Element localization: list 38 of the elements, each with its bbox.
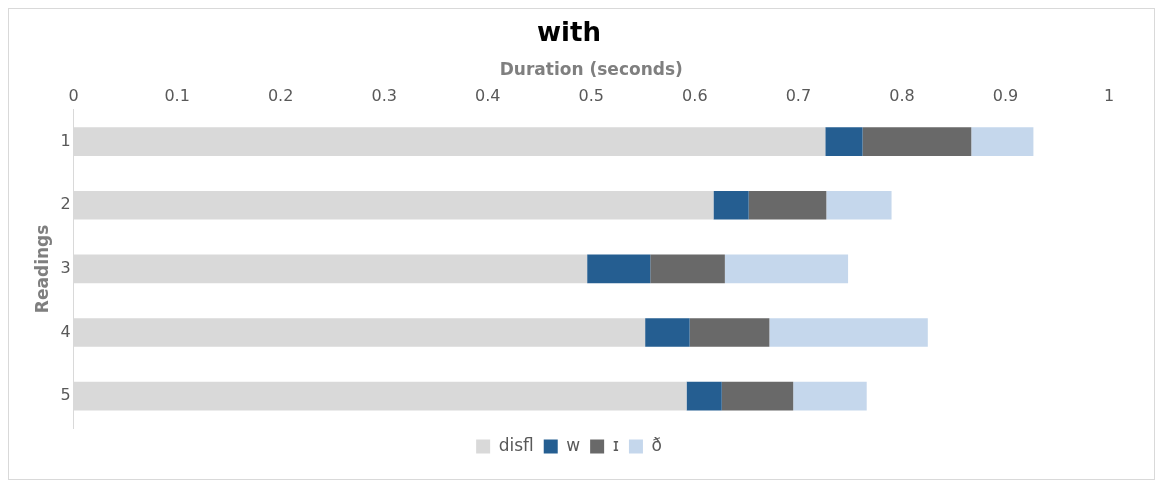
x-tick-label: 0.9 — [992, 86, 1019, 106]
bar — [724, 254, 849, 284]
chart-title: with — [537, 17, 601, 48]
legend-label: disfl — [498, 434, 534, 455]
bar — [748, 190, 827, 220]
x-tick-label: 0.8 — [889, 86, 915, 106]
x-tick-label: 0 — [68, 86, 79, 106]
y-tick-label: 2 — [60, 194, 71, 214]
bar — [826, 190, 892, 220]
bar — [689, 318, 770, 347]
y-axis-title: Readings — [31, 224, 52, 314]
x-tick-label: 0.6 — [682, 86, 708, 106]
bar — [713, 190, 749, 220]
legend-label: ɪ — [612, 434, 619, 455]
x-tick-label: 0.4 — [475, 86, 501, 106]
bar — [769, 318, 928, 347]
bar — [721, 381, 794, 411]
x-tick-label: 0.3 — [371, 86, 397, 106]
bar — [825, 127, 863, 156]
bar — [971, 127, 1034, 156]
bar — [793, 381, 867, 411]
bar — [686, 381, 722, 411]
bar — [862, 127, 972, 156]
bar — [645, 318, 690, 347]
x-axis-title: Duration (seconds) — [499, 58, 683, 79]
legend-label: ð — [651, 434, 662, 455]
bar — [587, 254, 651, 284]
x-tick-label: 0.1 — [164, 86, 190, 106]
bar — [650, 254, 725, 284]
y-tick-label: 1 — [60, 130, 71, 150]
x-tick-label: 0.7 — [785, 86, 812, 106]
y-tick-label: 5 — [60, 385, 71, 405]
legend-label: w — [566, 434, 581, 455]
x-tick-label: 0.2 — [267, 86, 294, 106]
y-tick-label: 4 — [60, 321, 71, 341]
y-tick-label: 3 — [60, 258, 71, 278]
x-tick-label: 0.5 — [578, 86, 605, 106]
x-tick-label: 1 — [1103, 86, 1115, 106]
